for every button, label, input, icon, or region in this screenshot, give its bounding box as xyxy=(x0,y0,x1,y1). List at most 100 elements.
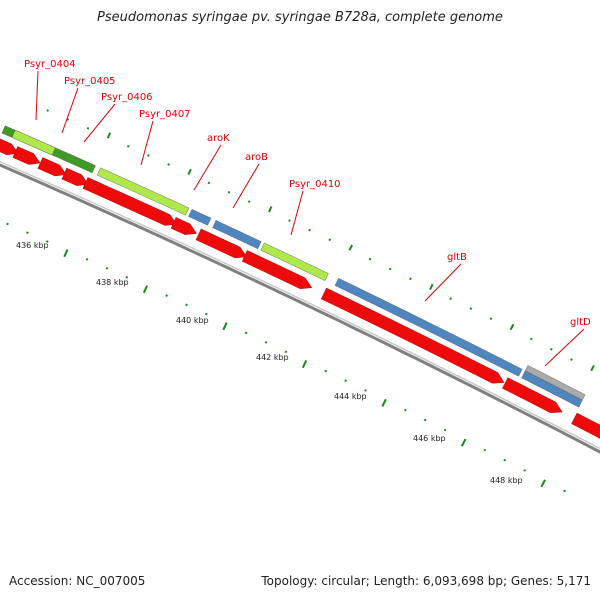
kbp-label: 436 kbp xyxy=(16,241,49,250)
outer-tick xyxy=(268,206,273,213)
scale-tick xyxy=(222,322,228,331)
scale-tick xyxy=(45,240,49,243)
cds-arrow[interactable] xyxy=(170,217,197,235)
outer-tick xyxy=(167,163,170,166)
scale-tick xyxy=(244,331,248,335)
cds-arrow[interactable] xyxy=(241,250,313,290)
kbp-label: 438 kbp xyxy=(96,278,129,287)
cds-arrow[interactable] xyxy=(502,377,563,414)
cds-arrow[interactable] xyxy=(195,228,247,259)
outer-tick xyxy=(308,228,311,232)
gene-bar-psyr-0405[interactable] xyxy=(11,129,56,156)
scale-tick xyxy=(205,312,208,316)
outer-tick xyxy=(509,323,515,331)
callout-line xyxy=(35,70,39,121)
callout-line xyxy=(290,190,304,236)
gene-bar-gltd-overlap[interactable] xyxy=(524,365,586,401)
cds-arrow[interactable] xyxy=(61,167,89,186)
scale-tick xyxy=(165,294,168,297)
cds-arrow[interactable] xyxy=(37,157,67,177)
scale-tick xyxy=(85,257,89,261)
outer-tick xyxy=(368,257,372,261)
outer-tick xyxy=(550,347,553,351)
outer-tick xyxy=(66,118,70,121)
gene-label-gltb[interactable]: gltB xyxy=(447,252,467,263)
scale-tick xyxy=(185,303,188,307)
outer-tick xyxy=(590,365,595,372)
scale-tick xyxy=(563,489,566,493)
gene-bar-psyr-0407[interactable] xyxy=(96,167,190,216)
scale-tick xyxy=(503,458,507,462)
cds-arrow[interactable] xyxy=(12,146,41,165)
outer-tick xyxy=(489,317,493,321)
gene-label-gltd[interactable]: gltD xyxy=(570,317,591,328)
scale-tick xyxy=(540,479,546,488)
outer-tick xyxy=(288,219,291,222)
kbp-label: 446 kbp xyxy=(413,434,446,443)
backbone-highlight xyxy=(0,160,600,450)
gene-label-arok[interactable]: aroK xyxy=(207,133,230,144)
scale-tick xyxy=(423,418,427,422)
scale-tick xyxy=(6,222,9,226)
outer-tick xyxy=(126,144,130,148)
scale-tick xyxy=(264,340,268,344)
outer-tick xyxy=(187,168,192,176)
scale-tick xyxy=(125,276,129,279)
scale-tick xyxy=(142,285,149,294)
scale-tick xyxy=(460,438,467,447)
outer-tick xyxy=(207,181,211,185)
cds-arrow[interactable] xyxy=(320,287,505,384)
callout-line xyxy=(544,328,585,367)
gene-label-arob[interactable]: aroB xyxy=(245,152,268,163)
outer-tick xyxy=(46,109,49,112)
outer-tick xyxy=(429,283,434,290)
outer-tick xyxy=(529,337,533,341)
outer-tick xyxy=(348,244,353,251)
outer-tick xyxy=(449,297,452,300)
scale-tick xyxy=(443,428,447,432)
scale-tick xyxy=(364,389,367,392)
gene-bar-gltb[interactable] xyxy=(334,278,523,377)
kbp-label: 444 kbp xyxy=(334,392,367,401)
scale-tick xyxy=(284,350,288,354)
outer-tick xyxy=(469,307,473,310)
scale-tick xyxy=(26,231,29,235)
kbp-label: 440 kbp xyxy=(176,316,209,325)
gene-label-psyr-0406[interactable]: Psyr_0406 xyxy=(101,92,153,103)
kbp-label: 442 kbp xyxy=(256,353,289,362)
scale-tick xyxy=(403,408,407,412)
cds-arrow[interactable] xyxy=(0,138,19,156)
callout-line xyxy=(193,144,222,191)
gene-bar-psyr-0410[interactable] xyxy=(260,242,329,281)
callout-line xyxy=(61,87,79,134)
outer-tick xyxy=(86,126,90,130)
gene-bar-arok[interactable] xyxy=(188,209,212,226)
scale-tick xyxy=(63,249,69,258)
callout-line xyxy=(232,163,260,209)
gene-label-psyr-0410[interactable]: Psyr_0410 xyxy=(289,179,341,190)
backbone-line xyxy=(0,163,600,454)
gene-label-psyr-0405[interactable]: Psyr_0405 xyxy=(64,76,116,87)
topology-text: Topology: circular; Length: 6,093,698 bp… xyxy=(261,574,591,588)
outer-tick xyxy=(328,238,332,242)
cds-arrow[interactable] xyxy=(82,177,177,226)
callout-line xyxy=(424,263,462,302)
cds-arrow[interactable] xyxy=(571,412,600,447)
scale-tick xyxy=(105,266,109,270)
scale-tick xyxy=(301,360,308,369)
accession-text: Accession: NC_007005 xyxy=(9,574,146,588)
callout-line xyxy=(140,120,154,166)
map-title: Pseudomonas syringae pv. syringae B728a,… xyxy=(97,10,503,25)
callout-line xyxy=(83,103,116,143)
gene-label-psyr-0407[interactable]: Psyr_0407 xyxy=(139,109,191,120)
outer-tick xyxy=(227,190,231,194)
outer-tick xyxy=(388,267,392,271)
gene-bar-arob[interactable] xyxy=(212,220,262,250)
outer-tick xyxy=(409,277,412,281)
scale-tick xyxy=(344,379,347,383)
kbp-label: 448 kbp xyxy=(490,476,523,485)
outer-tick xyxy=(147,154,150,157)
gene-label-psyr-0404[interactable]: Psyr_0404 xyxy=(24,59,76,70)
outer-tick xyxy=(570,358,573,361)
